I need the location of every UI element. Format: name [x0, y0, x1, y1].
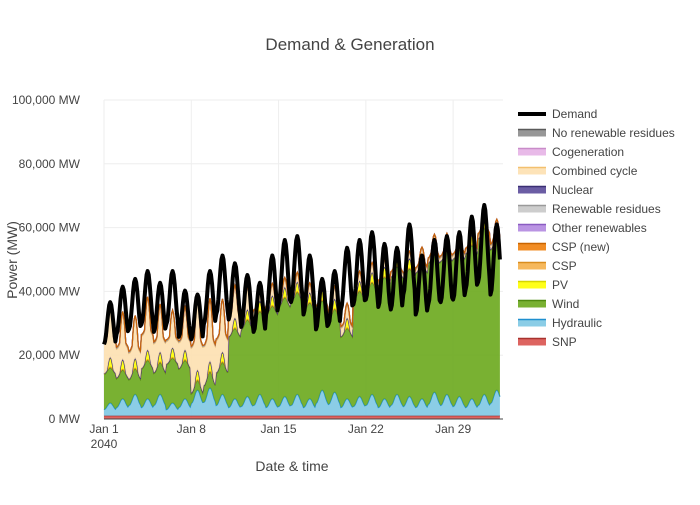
legend-swatch [518, 224, 546, 232]
legend-item-snp[interactable]: SNP [518, 335, 577, 349]
area-snp [104, 415, 500, 419]
legend-label: Nuclear [552, 183, 593, 197]
y-axis-label: Power (MW) [4, 221, 20, 299]
legend-item-pv[interactable]: PV [518, 278, 568, 292]
legend-label: Hydraulic [552, 316, 602, 330]
legend-item-no-renewable-residues[interactable]: No renewable residues [518, 126, 675, 140]
legend-swatch [518, 205, 546, 213]
x-tick-label: Jan 15 [261, 422, 297, 436]
legend-item-renewable-residues[interactable]: Renewable residues [518, 202, 661, 216]
legend-label: Cogeneration [552, 145, 624, 159]
legend-label: Other renewables [552, 221, 647, 235]
y-tick-label: 100,000 MW [12, 93, 81, 107]
chart-title: Demand & Generation [265, 35, 434, 54]
legend-item-other-renewables[interactable]: Other renewables [518, 221, 647, 235]
x-tick-year: 2040 [91, 437, 118, 451]
legend-label: Wind [552, 297, 579, 311]
legend-label: Combined cycle [552, 164, 638, 178]
y-tick-label: 60,000 MW [19, 221, 81, 235]
legend-item-csp-new-[interactable]: CSP (new) [518, 240, 610, 254]
legend-label: Demand [552, 107, 597, 121]
x-tick-label: Jan 8 [177, 422, 207, 436]
x-tick-label: Jan 1 [89, 422, 119, 436]
legend-label: No renewable residues [552, 126, 675, 140]
legend-swatch [518, 148, 546, 156]
y-tick-label: 80,000 MW [19, 157, 81, 171]
legend-item-combined-cycle[interactable]: Combined cycle [518, 164, 638, 178]
legend-swatch [518, 262, 546, 270]
legend-label: PV [552, 278, 568, 292]
demand-series [102, 203, 502, 346]
x-tick-label: Jan 29 [435, 422, 471, 436]
y-tick-label: 20,000 MW [19, 348, 81, 362]
legend-swatch [518, 167, 546, 175]
legend-item-wind[interactable]: Wind [518, 297, 579, 311]
legend-item-hydraulic[interactable]: Hydraulic [518, 316, 602, 330]
legend-swatch [518, 281, 546, 289]
legend: Demand No renewable residues Cogeneration C… [518, 107, 675, 349]
x-tick-label: Jan 22 [348, 422, 384, 436]
legend-swatch [518, 300, 546, 308]
y-tick-label: 0 MW [49, 412, 81, 426]
legend-swatch [518, 243, 546, 251]
legend-swatch [518, 338, 546, 346]
legend-label: SNP [552, 335, 577, 349]
area-hydraulic [104, 387, 500, 416]
legend-label: CSP [552, 259, 577, 273]
legend-item-csp[interactable]: CSP [518, 259, 577, 273]
legend-swatch [518, 129, 546, 137]
x-axis-label: Date & time [255, 458, 328, 474]
y-tick-label: 40,000 MW [19, 284, 81, 298]
legend-label: CSP (new) [552, 240, 610, 254]
axes: 0 MW 20,000 MW 40,000 MW 60,000 MW 80,000 MW… [12, 93, 503, 451]
legend-item-nuclear[interactable]: Nuclear [518, 183, 593, 197]
legend-swatch [518, 319, 546, 327]
legend-swatch [518, 186, 546, 194]
demand-line [102, 203, 502, 346]
legend-item-demand[interactable]: Demand [518, 107, 597, 121]
legend-label: Renewable residues [552, 202, 661, 216]
legend-item-cogeneration[interactable]: Cogeneration [518, 145, 624, 159]
area-wind [104, 228, 500, 410]
